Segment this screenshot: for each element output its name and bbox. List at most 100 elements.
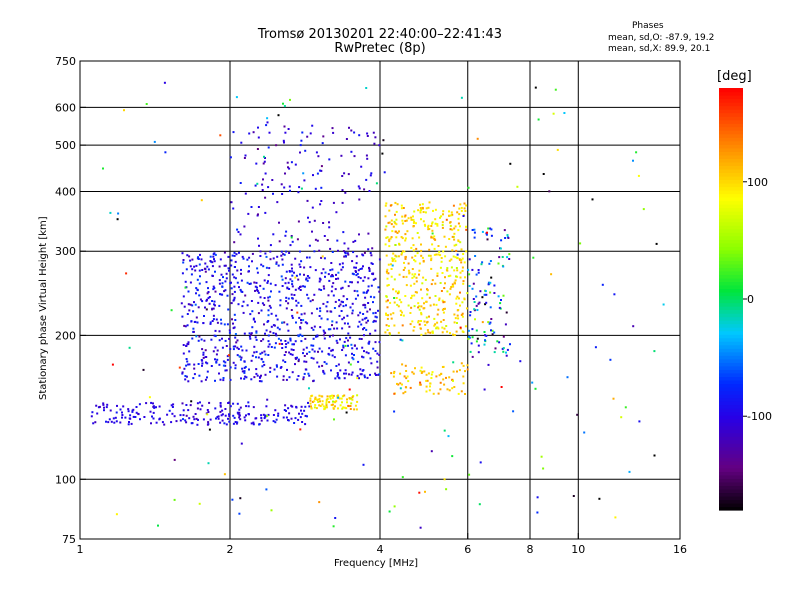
scatter-point	[236, 269, 239, 272]
scatter-point	[199, 275, 201, 278]
scatter-point	[394, 254, 397, 257]
scatter-point	[284, 361, 287, 363]
scatter-point	[457, 309, 460, 311]
scatter-point	[298, 412, 300, 415]
scatter-point	[195, 316, 198, 319]
scatter-point	[412, 244, 415, 247]
scatter-point	[306, 352, 308, 355]
colorbar-segment	[719, 400, 743, 406]
scatter-point	[285, 300, 288, 303]
scatter-point	[285, 296, 288, 299]
scatter-point	[263, 297, 266, 299]
scatter-point	[219, 293, 221, 296]
colorbar-segment	[719, 481, 743, 486]
scatter-point	[632, 325, 635, 328]
scatter-point	[328, 221, 330, 224]
scatter-point	[368, 190, 371, 192]
scatter-point	[182, 344, 185, 346]
scatter-point	[150, 401, 153, 404]
scatter-point	[460, 261, 463, 264]
scatter-point	[339, 338, 341, 341]
scatter-point	[326, 239, 329, 241]
scatter-point	[484, 334, 486, 337]
colorbar-segment	[719, 281, 743, 286]
scatter-point	[459, 241, 462, 244]
scatter-point	[112, 417, 115, 420]
scatter-point	[289, 337, 292, 340]
colorbar-segment	[719, 478, 743, 483]
scatter-point	[260, 380, 263, 383]
scatter-point	[182, 418, 184, 421]
scatter-point	[356, 290, 359, 293]
scatter-point	[193, 363, 196, 366]
scatter-point	[313, 325, 316, 328]
scatter-point	[412, 372, 415, 375]
scatter-point	[232, 207, 235, 210]
scatter-point	[433, 235, 436, 238]
scatter-point	[351, 356, 354, 359]
scatter-point	[243, 157, 246, 159]
scatter-point	[503, 229, 506, 232]
scatter-point	[537, 118, 540, 121]
scatter-point	[430, 267, 433, 270]
scatter-point	[351, 352, 353, 355]
scatter-point	[335, 273, 337, 276]
scatter-point	[505, 354, 508, 357]
scatter-point	[327, 328, 330, 331]
scatter-point	[230, 259, 233, 262]
scatter-point	[290, 404, 293, 407]
scatter-point	[355, 266, 357, 269]
scatter-point	[206, 292, 209, 295]
scatter-point	[337, 271, 340, 274]
scatter-point	[361, 346, 364, 349]
scatter-point	[393, 257, 396, 260]
scatter-point	[225, 272, 228, 275]
scatter-point	[250, 300, 253, 302]
scatter-point	[249, 313, 252, 316]
scatter-point	[191, 268, 194, 271]
scatter-point	[409, 386, 412, 389]
scatter-point	[420, 218, 422, 221]
scatter-point	[195, 264, 198, 267]
scatter-point	[322, 405, 325, 408]
scatter-point	[487, 227, 490, 230]
scatter-point	[456, 269, 459, 272]
scatter-point	[311, 206, 314, 209]
scatter-point	[318, 397, 321, 400]
scatter-point	[398, 230, 400, 233]
colorbar-segment	[719, 256, 743, 261]
scatter-point	[361, 253, 364, 256]
scatter-point	[329, 247, 332, 250]
scatter-point	[225, 345, 228, 347]
scatter-point	[263, 279, 266, 282]
scatter-point	[249, 337, 252, 340]
scatter-point	[227, 402, 230, 404]
scatter-point	[410, 297, 413, 299]
scatter-point	[138, 403, 141, 406]
scatter-point	[326, 310, 329, 313]
scatter-point	[173, 498, 176, 501]
scatter-point	[153, 140, 156, 143]
scatter-point	[440, 320, 443, 323]
scatter-point	[267, 296, 270, 299]
scatter-point	[426, 379, 429, 382]
scatter-point	[477, 351, 480, 354]
scatter-point	[500, 386, 503, 388]
scatter-point	[200, 199, 203, 202]
scatter-point	[369, 357, 372, 360]
scatter-point	[368, 268, 371, 271]
scatter-point	[310, 405, 312, 408]
scatter-point	[242, 257, 245, 260]
scatter-point	[329, 269, 332, 272]
scatter-point	[239, 358, 242, 361]
scatter-point	[494, 347, 497, 350]
scatter-point	[386, 284, 389, 287]
scatter-point	[421, 282, 424, 285]
scatter-point	[265, 255, 268, 258]
scatter-point	[390, 219, 393, 222]
scatter-point	[266, 414, 269, 417]
colorbar-segment	[719, 334, 743, 339]
scatter-point	[356, 377, 359, 380]
colorbar-segment	[719, 460, 743, 465]
scatter-point	[256, 286, 258, 289]
